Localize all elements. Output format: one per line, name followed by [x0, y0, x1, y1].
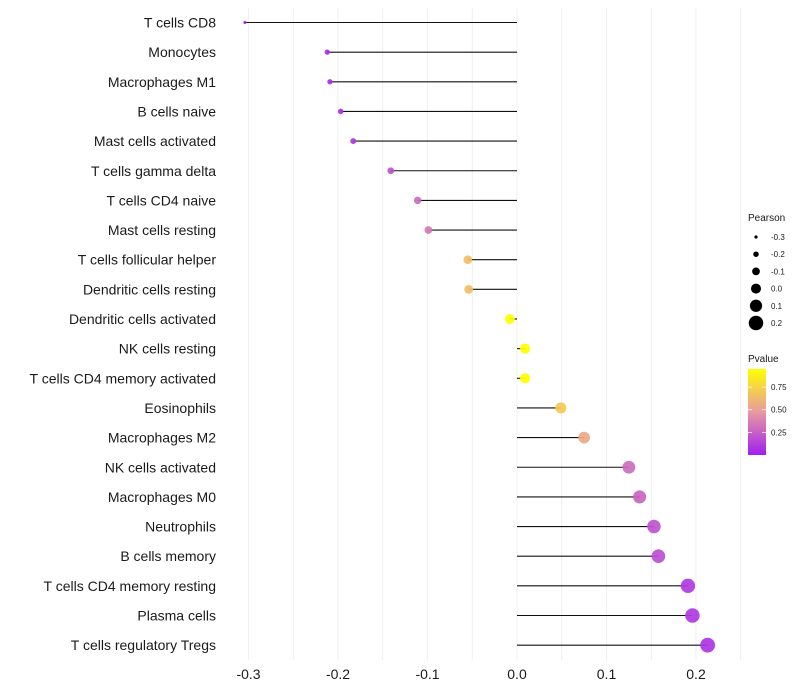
data-point: [463, 255, 473, 265]
x-axis-ticks: -0.3 -0.2 -0.1 0.0 0.1 0.2: [236, 666, 706, 682]
data-point: [413, 196, 422, 205]
data-point: [651, 549, 666, 563]
x-tick-label: -0.1: [415, 666, 439, 682]
data-point: [504, 314, 515, 324]
category-label: Macrophages M2: [108, 430, 216, 446]
data-point: [350, 138, 357, 145]
data-point: [519, 373, 531, 384]
colorbar-tick-label: 0.75: [771, 383, 787, 392]
data-point: [680, 578, 696, 594]
x-tick-label: 0.1: [597, 666, 617, 682]
size-legend-label: -0.2: [771, 250, 785, 259]
category-label: Eosinophils: [144, 400, 216, 416]
size-legend-key: [754, 235, 758, 239]
category-label: T cells CD4 memory resting: [44, 578, 216, 594]
category-label: T cells CD4 naive: [107, 192, 217, 208]
data-point: [337, 108, 344, 115]
x-tick-label: -0.2: [326, 666, 350, 682]
data-point: [633, 490, 647, 504]
colorbar: [748, 369, 766, 455]
data-point: [700, 637, 716, 653]
color-legend: Pvalue 0.25 0.50 0.75: [748, 354, 787, 455]
category-label: Monocytes: [148, 44, 216, 60]
category-label: T cells regulatory Tregs: [71, 637, 216, 653]
category-label: T cells follicular helper: [78, 252, 217, 268]
data-point: [324, 49, 330, 55]
data-point: [685, 608, 700, 623]
data-point: [327, 79, 333, 85]
size-legend-key: [748, 315, 764, 331]
category-label: Dendritic cells resting: [83, 281, 216, 297]
size-legend-label: -0.1: [771, 267, 785, 276]
colorbar-tick-label: 0.50: [771, 406, 787, 415]
colorbar-tick-label: 0.25: [771, 428, 787, 437]
size-legend-key: [750, 283, 762, 294]
size-legend-key: [753, 251, 759, 257]
category-label: NK cells resting: [119, 341, 216, 357]
data-point: [464, 284, 474, 294]
size-legend-label: -0.3: [771, 233, 785, 242]
category-label: B cells memory: [120, 548, 216, 564]
category-label: Mast cells resting: [108, 222, 216, 238]
data-point: [519, 343, 531, 354]
data-point: [555, 402, 567, 414]
category-label: B cells naive: [137, 103, 216, 119]
x-tick-label: -0.3: [236, 666, 260, 682]
category-label: Dendritic cells activated: [69, 311, 216, 327]
category-label: T cells CD4 memory activated: [30, 370, 216, 386]
stems: [244, 21, 708, 646]
size-legend-title: Pearson: [748, 213, 785, 224]
size-legend-key: [749, 299, 763, 312]
x-tick-label: 0.2: [686, 666, 706, 682]
size-legend-key: [752, 267, 760, 276]
points: [243, 20, 716, 653]
data-point: [578, 431, 590, 444]
category-label: Mast cells activated: [94, 133, 216, 149]
data-point: [424, 226, 433, 234]
size-legend-label: 0.0: [771, 285, 783, 294]
data-point: [647, 519, 661, 534]
data-point: [243, 20, 247, 25]
size-legend-label: 0.1: [771, 302, 783, 311]
size-legend-label: 0.2: [771, 319, 783, 328]
data-point: [622, 460, 636, 474]
grid: [248, 8, 742, 660]
color-legend-title: Pvalue: [748, 354, 779, 365]
y-axis-labels: T cells CD8 Monocytes Macrophages M1 B cell…: [30, 15, 217, 654]
category-label: Neutrophils: [145, 519, 216, 535]
category-label: Macrophages M1: [108, 74, 216, 90]
size-legend: Pearson -0.3 -0.2 -0.1 0.0 0.1 0.2: [748, 213, 785, 331]
category-label: T cells gamma delta: [91, 163, 216, 179]
category-label: NK cells activated: [105, 459, 216, 475]
category-label: Macrophages M0: [108, 489, 216, 505]
x-tick-label: 0.0: [507, 666, 527, 682]
category-label: Plasma cells: [137, 608, 216, 624]
category-label: T cells CD8: [144, 15, 216, 31]
data-point: [387, 167, 395, 175]
